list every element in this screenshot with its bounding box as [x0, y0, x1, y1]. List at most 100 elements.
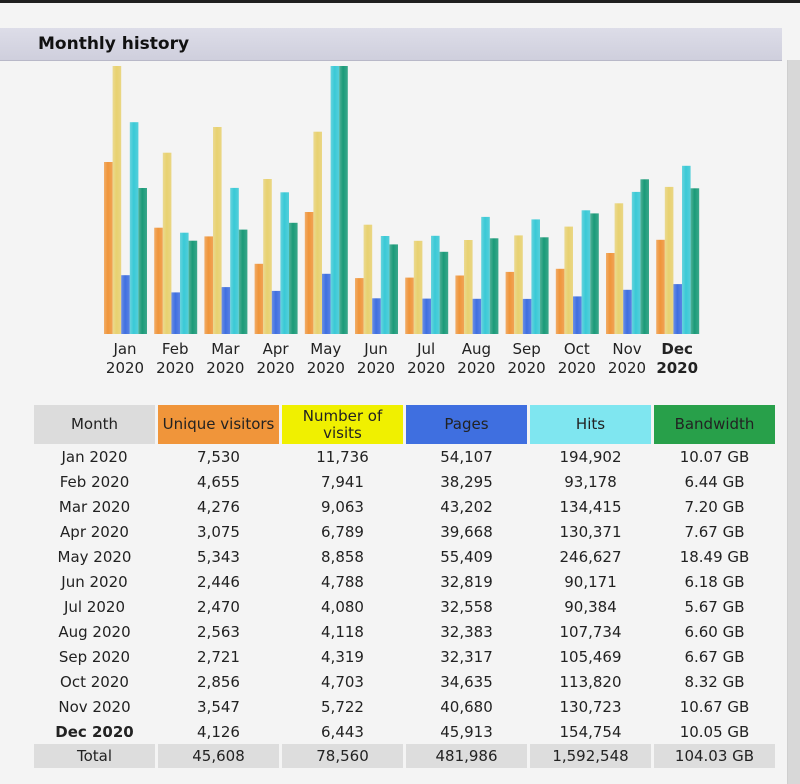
col-header-number-of-visits[interactable]: Number of visits: [282, 405, 406, 444]
bar-unique-4: [304, 212, 314, 334]
bar-hits-0: [129, 122, 139, 334]
bar-pages-7: [472, 298, 482, 334]
cell-unique: 3,075: [158, 519, 282, 544]
bar-unique-10: [606, 253, 615, 334]
bar-hits-11: [682, 165, 691, 334]
cell-pages: 32,383: [406, 619, 530, 644]
bar-hits-8: [531, 219, 540, 334]
table-row: Mar 2020 4,276 9,063 43,202 134,415 7.20 GB: [34, 494, 778, 519]
bar-unique-2: [204, 236, 213, 334]
cell-hits: 130,723: [530, 694, 654, 719]
bar-bandwidth-1: [188, 240, 198, 334]
tick-month: Jun: [364, 340, 388, 358]
bar-visits-11: [664, 186, 674, 334]
bar-pages-10: [623, 289, 632, 334]
bar-pages-2: [221, 287, 231, 334]
tick-year: 2020: [256, 359, 295, 377]
tick-month: Aug: [461, 340, 492, 358]
tick-year: 2020: [656, 359, 699, 377]
monthly-stats-table: Month Unique visitors Number of visits P…: [34, 405, 778, 768]
cell-unique: 4,276: [158, 494, 282, 519]
col-header-month[interactable]: Month: [34, 405, 158, 444]
bar-hits-1: [180, 232, 189, 334]
cell-unique: 2,856: [158, 669, 282, 694]
x-tick-label: Jul 2020: [401, 340, 451, 378]
monthly-bar-chart: Jan 2020 Feb 2020 Mar 2020 Apr 2020 May 2020 Jun 20…: [100, 64, 710, 384]
bar-bandwidth-7: [489, 238, 499, 334]
tick-month: Oct: [563, 340, 590, 358]
tick-year: 2020: [407, 359, 446, 377]
bar-bandwidth-3: [289, 222, 298, 334]
cell-hits: 130,371: [530, 519, 654, 544]
cell-month: Jun 2020: [34, 569, 158, 594]
col-header-unique-visitors[interactable]: Unique visitors: [158, 405, 282, 444]
bar-visits-10: [614, 203, 624, 334]
cell-pages: 32,317: [406, 644, 530, 669]
bar-bandwidth-6: [439, 251, 449, 334]
chart-canvas: [104, 66, 700, 334]
scrollbar-track[interactable]: [787, 60, 800, 784]
bar-unique-0: [104, 162, 113, 334]
cell-unique: 4,126: [158, 719, 282, 744]
bar-visits-8: [514, 235, 523, 334]
cell-pages: 55,409: [406, 544, 530, 569]
col-header-hits[interactable]: Hits: [530, 405, 654, 444]
x-tick-label: Jun 2020: [351, 340, 401, 378]
tick-month: Mar: [211, 340, 240, 358]
bar-bandwidth-8: [540, 237, 549, 334]
bar-hits-2: [230, 187, 239, 334]
col-header-bandwidth[interactable]: Bandwidth: [654, 405, 778, 444]
total-hits: 1,592,548: [530, 744, 654, 768]
bar-bandwidth-0: [138, 188, 147, 334]
section-header: Monthly history: [0, 28, 782, 61]
cell-bandwidth: 7.67 GB: [654, 519, 778, 544]
cell-pages: 40,680: [406, 694, 530, 719]
bar-hits-4: [330, 66, 340, 334]
cell-month: May 2020: [34, 544, 158, 569]
cell-unique: 2,446: [158, 569, 282, 594]
bar-pages-6: [422, 298, 431, 334]
bar-bandwidth-4: [339, 66, 348, 334]
bar-unique-9: [555, 268, 565, 334]
table-header-row: Month Unique visitors Number of visits P…: [34, 405, 778, 444]
bar-visits-4: [313, 131, 322, 334]
cell-bandwidth: 18.49 GB: [654, 544, 778, 569]
cell-visits: 11,736: [282, 444, 406, 469]
bar-unique-6: [405, 277, 414, 334]
bar-visits-7: [464, 240, 473, 334]
x-tick-label: Nov 2020: [602, 340, 652, 378]
x-tick-label: Mar 2020: [200, 340, 250, 378]
bar-unique-5: [355, 278, 364, 334]
bar-pages-3: [271, 290, 281, 334]
cell-pages: 54,107: [406, 444, 530, 469]
cell-pages: 34,635: [406, 669, 530, 694]
cell-bandwidth: 6.67 GB: [654, 644, 778, 669]
tick-year: 2020: [105, 359, 145, 377]
cell-month: Apr 2020: [34, 519, 158, 544]
table-row: Jul 2020 2,470 4,080 32,558 90,384 5.67 GB: [34, 594, 778, 619]
cell-unique: 2,721: [158, 644, 282, 669]
bar-unique-8: [505, 271, 515, 334]
bar-bandwidth-9: [590, 213, 599, 334]
cell-month: Aug 2020: [34, 619, 158, 644]
table-row: Dec 2020 4,126 6,443 45,913 154,754 10.05 GB: [34, 719, 778, 744]
total-unique: 45,608: [158, 744, 282, 768]
cell-visits: 6,789: [282, 519, 406, 544]
bar-visits-2: [213, 127, 222, 334]
cell-visits: 9,063: [282, 494, 406, 519]
tick-year: 2020: [356, 359, 396, 377]
cell-pages: 39,668: [406, 519, 530, 544]
col-header-pages[interactable]: Pages: [406, 405, 530, 444]
total-month: Total: [34, 744, 158, 768]
bar-bandwidth-5: [389, 244, 398, 334]
cell-unique: 2,470: [158, 594, 282, 619]
cell-pages: 38,295: [406, 469, 530, 494]
tick-month: Apr: [262, 340, 289, 358]
table-row: May 2020 5,343 8,858 55,409 246,627 18.49 GB: [34, 544, 778, 569]
cell-hits: 107,734: [530, 619, 654, 644]
cell-pages: 45,913: [406, 719, 530, 744]
table-row: Feb 2020 4,655 7,941 38,295 93,178 6.44 GB: [34, 469, 778, 494]
bar-hits-3: [280, 192, 289, 334]
x-tick-label: Dec 2020: [652, 340, 702, 378]
